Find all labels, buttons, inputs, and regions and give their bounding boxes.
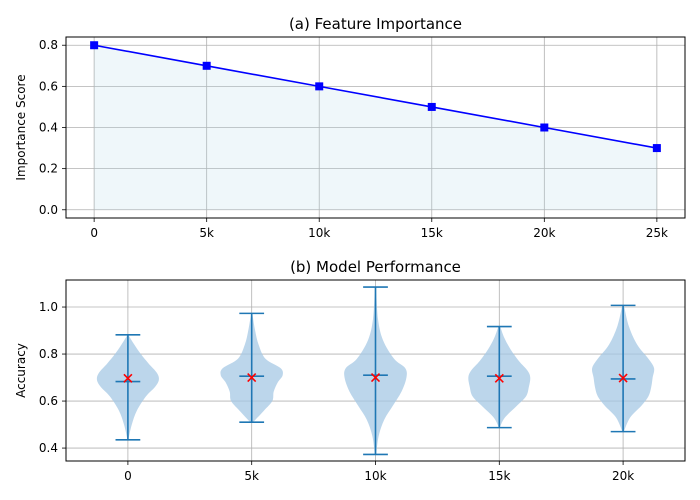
violin-mean-marker: [370, 372, 381, 383]
y-tick-label: 0.6: [39, 394, 58, 408]
violin-4: [591, 304, 655, 433]
series-line-a: [93, 44, 658, 149]
violin-2: [344, 286, 407, 456]
violin-mean-marker: [247, 372, 257, 383]
x-ticks-b: 0 5k 10k 15k 20k: [124, 461, 634, 483]
y-tick-label: 1.0: [39, 300, 58, 314]
data-point: [652, 144, 661, 153]
panel-model-performance: (b) Model Performance 0 5k 10k 15k 20k 0.40.…: [14, 258, 686, 483]
violin-mean-marker: [123, 373, 133, 383]
y-tick-label: 0.2: [39, 162, 58, 176]
x-tick-label: 5k: [244, 469, 259, 483]
violin-0: [96, 333, 159, 441]
y-tick-label: 0.4: [39, 121, 58, 135]
violin-1: [220, 312, 283, 424]
x-tick-label: 15k: [421, 226, 443, 240]
violin-mean-marker: [494, 373, 504, 383]
x-tick-label: 0: [124, 469, 132, 483]
y-tick-label: 0.6: [39, 79, 58, 93]
chart-title-b: (b) Model Performance: [290, 258, 461, 276]
x-ticks-a: 0 5k 10k 15k 20k 25k: [90, 218, 668, 240]
x-tick-label: 10k: [364, 469, 386, 483]
x-tick-label: 20k: [612, 469, 634, 483]
y-ticks-a: 0.0 0.2 0.4 0.6 0.8: [39, 38, 66, 217]
violin-3: [468, 325, 531, 429]
data-point: [90, 41, 99, 50]
data-point: [427, 102, 436, 111]
x-tick-label: 25k: [646, 226, 668, 240]
x-tick-label: 15k: [488, 469, 510, 483]
data-point: [315, 82, 324, 91]
y-tick-label: 0.4: [39, 441, 58, 455]
chart-title-a: (a) Feature Importance: [289, 15, 462, 33]
area-fill-a: [94, 45, 657, 210]
y-tick-label: 0.8: [39, 38, 58, 52]
data-points-a: [90, 41, 661, 153]
x-tick-label: 20k: [533, 226, 555, 240]
data-point: [540, 123, 549, 132]
y-tick-label: 0.8: [39, 347, 58, 361]
y-tick-label: 0.0: [39, 203, 58, 217]
series-line: [93, 44, 658, 149]
y-ticks-b: 0.4 0.6 0.8 1.0: [39, 300, 66, 455]
violins-b: [96, 286, 655, 456]
x-tick-label: 10k: [308, 226, 330, 240]
violin-mean-marker: [618, 373, 628, 383]
x-tick-label: 0: [90, 226, 98, 240]
area-fill: [94, 45, 657, 210]
data-point: [202, 61, 211, 70]
y-axis-label-a: Importance Score: [14, 74, 28, 180]
x-tick-label: 5k: [199, 226, 214, 240]
y-axis-label-b: Accuracy: [14, 343, 28, 398]
panel-feature-importance: (a) Feature Importance 0 5k 10k 15k 20k 25k 0…: [14, 15, 686, 240]
